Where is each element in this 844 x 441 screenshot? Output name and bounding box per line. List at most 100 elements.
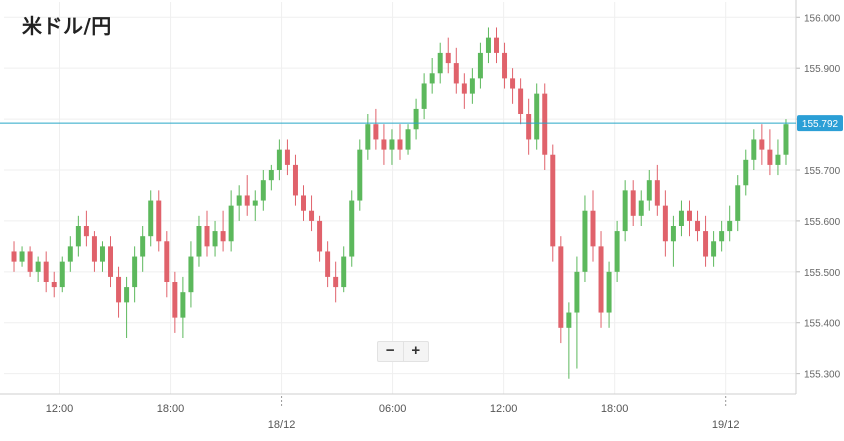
candle — [180, 276, 186, 338]
candle-body — [11, 251, 17, 262]
candle — [116, 266, 122, 318]
candle-body — [518, 88, 524, 114]
candle-body — [204, 226, 210, 247]
candle — [735, 175, 741, 232]
candle — [284, 139, 290, 176]
current-price-badge — [797, 115, 843, 132]
zoom-in-button[interactable]: + — [402, 342, 429, 361]
candle-body — [59, 261, 65, 288]
candle — [212, 220, 218, 257]
y-tick-label: 155.500 — [804, 268, 841, 279]
candle — [638, 190, 644, 226]
candle-body — [469, 78, 475, 94]
candle-body — [35, 261, 41, 272]
candle — [783, 119, 789, 165]
candle — [75, 215, 81, 257]
candle-body — [735, 185, 741, 221]
candle — [196, 215, 202, 267]
candle — [445, 37, 451, 74]
candle — [172, 271, 178, 333]
candle-body — [108, 246, 114, 277]
candle-body — [19, 251, 25, 262]
candle — [582, 195, 588, 282]
candle — [477, 42, 483, 89]
candle — [108, 236, 114, 288]
candle — [83, 210, 89, 247]
candle-body — [116, 276, 122, 303]
candle-body — [502, 52, 508, 79]
candle — [510, 68, 516, 104]
candle — [228, 190, 234, 252]
x-tick-label: 18:00 — [601, 403, 629, 415]
candle — [244, 175, 250, 216]
candle-body — [349, 200, 355, 257]
candle-body — [614, 231, 620, 272]
candle — [703, 215, 709, 267]
candle — [140, 226, 146, 272]
candle-body — [751, 139, 757, 160]
candle-body — [325, 251, 331, 277]
candle — [67, 236, 73, 272]
candle-body — [212, 231, 218, 247]
candle-body — [686, 210, 692, 221]
candle-body — [630, 190, 636, 216]
candle-body — [654, 180, 660, 206]
candle — [292, 154, 298, 206]
candle-body — [99, 246, 105, 262]
candle-body — [759, 139, 765, 150]
candle-body — [284, 149, 290, 165]
candle-body — [526, 114, 532, 140]
candle — [341, 246, 347, 293]
candle-body — [244, 195, 250, 206]
candle — [558, 236, 564, 344]
candle-body — [75, 226, 81, 247]
candle-body — [236, 195, 242, 206]
candle-body — [405, 129, 411, 150]
x-tick-label: 18/12 — [268, 419, 296, 431]
candle — [357, 139, 363, 211]
candle — [566, 302, 572, 379]
candle — [325, 241, 331, 288]
candle-body — [27, 251, 33, 272]
candle-body — [678, 210, 684, 226]
candle-body — [301, 195, 306, 211]
candle — [373, 108, 379, 150]
candle — [678, 200, 684, 237]
candle — [743, 149, 749, 196]
candle — [220, 210, 226, 252]
candle — [670, 215, 676, 267]
candle — [469, 68, 475, 104]
current-price-label: 155.792 — [802, 119, 839, 130]
candle — [614, 220, 620, 282]
candle — [124, 276, 130, 338]
candle — [132, 246, 138, 303]
candle — [301, 185, 306, 221]
candle-body — [622, 190, 628, 232]
candle-body — [703, 231, 709, 257]
candle-body — [445, 52, 451, 64]
candle — [711, 231, 717, 267]
candle-body — [566, 312, 572, 328]
candle — [727, 205, 733, 242]
candle-body — [228, 205, 234, 242]
candle-body — [180, 292, 186, 318]
candle-body — [268, 170, 274, 181]
candle — [461, 73, 467, 109]
candle — [485, 27, 491, 64]
candle-layer — [11, 27, 789, 379]
candle-body — [389, 139, 395, 150]
candle — [542, 83, 548, 170]
candle-body — [83, 226, 89, 237]
candle-body — [767, 149, 773, 165]
candle — [19, 246, 25, 267]
candle-body — [638, 200, 644, 216]
x-tick-label: 12:00 — [46, 403, 74, 415]
candle — [11, 241, 17, 272]
candle-body — [695, 220, 701, 232]
candle-body — [582, 210, 588, 272]
candle — [429, 58, 435, 94]
candle — [751, 129, 757, 170]
zoom-out-button[interactable]: − — [385, 342, 395, 359]
candle — [775, 139, 781, 176]
